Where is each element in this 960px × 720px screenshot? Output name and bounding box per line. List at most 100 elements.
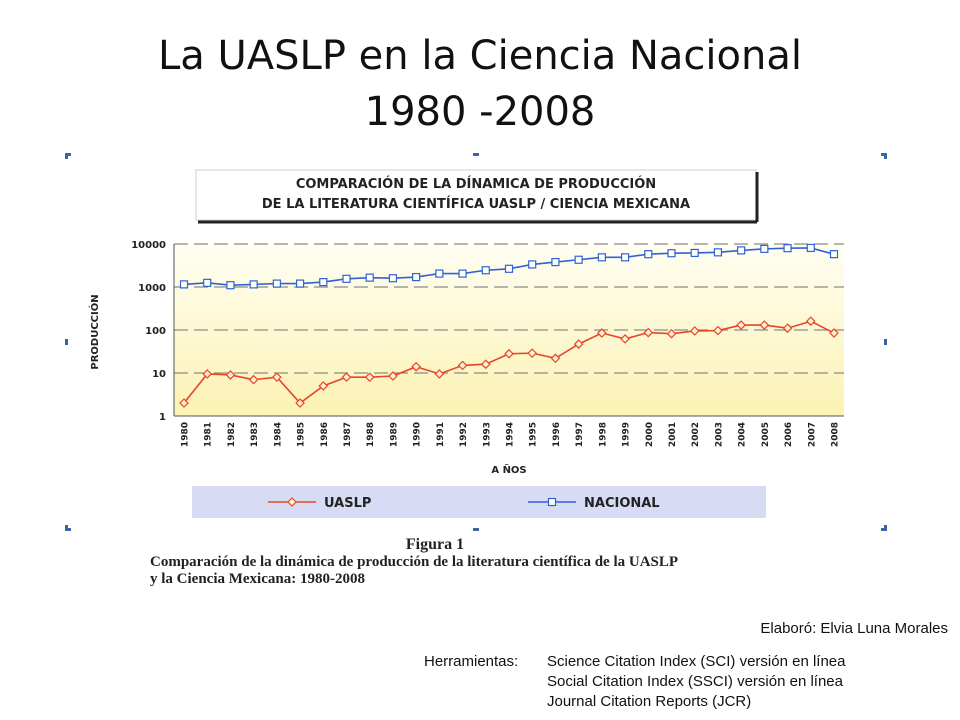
chart-title-line1: COMPARACIÓN DE LA DÍNAMICA DE PRODUCCIÓN: [296, 176, 656, 192]
data-point-nacional: [249, 280, 258, 289]
slide-title-line2: 1980 -2008: [364, 89, 596, 135]
data-point-nacional: [667, 249, 676, 258]
data-point-nacional: [272, 279, 281, 288]
data-point-uaslp: [782, 323, 793, 334]
data-point-nacional: [319, 278, 328, 287]
resize-handle[interactable]: [473, 525, 479, 531]
slide-title-line1: La UASLP en la Ciencia Nacional: [157, 33, 802, 79]
resize-handle[interactable]: [65, 525, 71, 531]
data-point-uaslp: [434, 369, 445, 379]
data-point-nacional: [226, 281, 235, 290]
x-tick-label: 2008: [831, 422, 841, 447]
x-tick-label: 1987: [343, 422, 353, 447]
x-tick-label: 1991: [436, 422, 446, 447]
data-point-uaslp: [248, 374, 259, 385]
data-point-uaslp: [202, 369, 213, 379]
data-point-uaslp: [550, 353, 561, 364]
axes: [173, 244, 844, 417]
production-chart: COMPARACIÓN DE LA DÍNAMICA DE PRODUCCIÓN…: [68, 156, 884, 528]
x-tick-label: 1981: [204, 422, 214, 447]
data-point-uaslp: [318, 381, 329, 391]
chart-title-line2: DE LA LITERATURA CIENTÍFICA UASLP / CIEN…: [262, 196, 690, 212]
data-point-uaslp: [225, 370, 236, 380]
caption-line1: Comparación de la dinámica de producción…: [150, 554, 679, 570]
data-point-uaslp: [480, 359, 491, 370]
chart-title-box: COMPARACIÓN DE LA DÍNAMICA DE PRODUCCIÓN…: [195, 169, 759, 224]
data-point-nacional: [481, 266, 490, 275]
x-tick-label: 1989: [389, 422, 399, 447]
x-tick-label: 2004: [738, 422, 748, 447]
x-tick-label: 1994: [506, 422, 516, 447]
y-tick-label: 100: [145, 326, 166, 337]
data-point-uaslp: [388, 371, 398, 381]
resize-handle[interactable]: [881, 525, 887, 531]
x-tick-label: 1982: [227, 422, 237, 447]
x-tick-label: 2001: [668, 422, 678, 447]
x-tick-label: 1984: [273, 422, 283, 447]
tools-label: Herramientas:: [424, 653, 519, 670]
tool-item: Journal Citation Reports (JCR): [547, 693, 752, 710]
x-tick-labels: 1980 1981 1982 1983 1984 1985 1986 1987 1988 1989…: [181, 422, 841, 447]
data-point-uaslp: [689, 326, 700, 336]
x-tick-label: 1983: [250, 422, 260, 447]
data-point-nacional: [179, 280, 189, 289]
legend-marker-uaslp: [287, 497, 297, 507]
data-point-nacional: [690, 248, 699, 258]
data-point-uaslp: [411, 361, 421, 372]
data-point-nacional: [435, 269, 444, 278]
data-point-uaslp: [179, 398, 189, 408]
y-tick-label: 10: [152, 369, 166, 380]
data-point-nacional: [574, 255, 583, 264]
chart-legend: UASLP NACIONAL: [192, 486, 766, 518]
x-tick-label: 1992: [459, 422, 469, 447]
x-tick-label: 1998: [598, 422, 608, 447]
data-point-nacional: [365, 273, 374, 282]
data-point-uaslp: [666, 328, 677, 339]
x-tick-label: 1988: [366, 422, 376, 447]
data-point-uaslp: [457, 360, 468, 371]
x-tick-label: 2000: [645, 422, 655, 447]
gridlines: [174, 243, 844, 374]
x-tick-label: 1999: [622, 422, 632, 447]
y-tick-label: 1: [159, 412, 166, 423]
x-tick-label: 1995: [529, 422, 539, 447]
x-axis-label: A ÑOS: [491, 463, 526, 476]
y-tick-label: 10000: [131, 240, 166, 251]
legend-marker-nacional: [547, 497, 557, 507]
data-point-nacional: [504, 264, 514, 273]
y-tick-label: 1000: [138, 283, 166, 294]
data-point-nacional: [597, 253, 606, 262]
data-point-nacional: [551, 257, 560, 267]
tool-item: Science Citation Index (SCI) versión en …: [547, 653, 846, 670]
data-point-nacional: [737, 246, 746, 255]
data-point-nacional: [760, 244, 769, 253]
slide-title: La UASLP en la Ciencia Nacional 1980 -20…: [0, 28, 960, 140]
series-lines: [179, 243, 839, 408]
data-point-nacional: [295, 279, 305, 288]
data-point-nacional: [412, 272, 421, 282]
tool-item: Social Citation Index (SSCI) versión en …: [547, 673, 843, 690]
data-point-uaslp: [573, 339, 584, 349]
data-point-uaslp: [295, 398, 305, 408]
data-point-uaslp: [620, 334, 630, 344]
data-point-uaslp: [759, 320, 770, 330]
x-tick-label: 2005: [761, 422, 771, 447]
data-point-uaslp: [805, 316, 816, 327]
legend-label-nacional: NACIONAL: [584, 496, 660, 511]
y-axis-label: PRODUCCIÓN: [88, 294, 101, 369]
x-tick-label: 1985: [297, 422, 307, 447]
x-tick-label: 1993: [482, 422, 492, 447]
data-point-nacional: [458, 269, 467, 278]
x-tick-label: 1980: [181, 422, 191, 447]
legend-label-uaslp: UASLP: [324, 496, 371, 511]
credit-text: Elaboró: Elvia Luna Morales: [760, 620, 948, 637]
resize-handle[interactable]: [881, 339, 887, 345]
resize-handle[interactable]: [881, 153, 887, 159]
x-tick-label: 1997: [575, 422, 585, 447]
data-point-nacional: [713, 248, 723, 257]
data-point-uaslp: [527, 348, 538, 358]
data-point-nacional: [644, 250, 653, 259]
data-point-nacional: [203, 278, 212, 287]
caption-line2: y la Ciencia Mexicana: 1980-2008: [150, 571, 365, 587]
data-point-uaslp: [364, 372, 375, 383]
